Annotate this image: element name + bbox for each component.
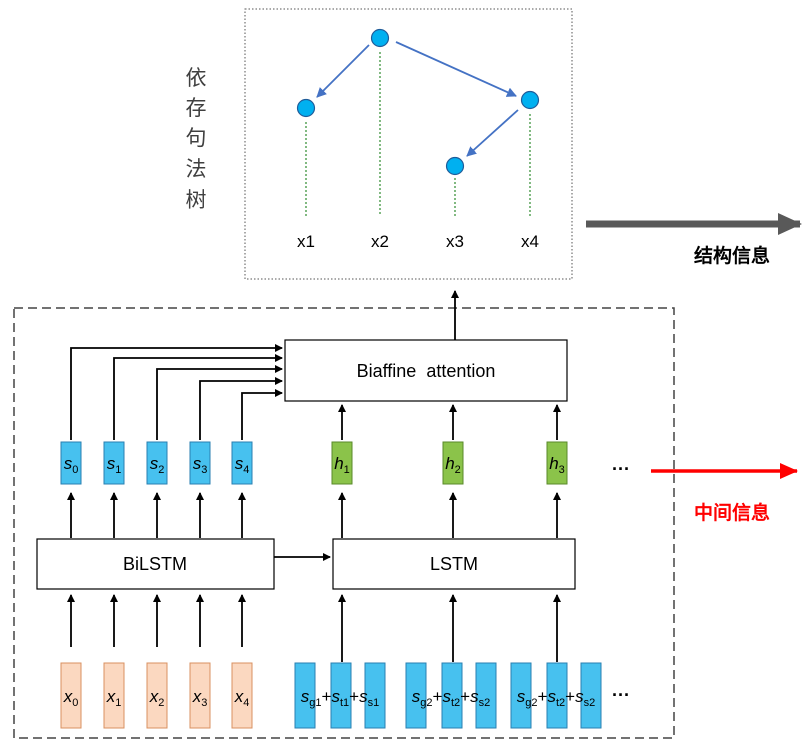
tree-edge-x2-x4 (395, 41, 517, 97)
x-input-label-2: x2 (149, 687, 165, 709)
x-input-label-1: x1 (106, 687, 122, 709)
s-vector-label-3: s3 (193, 454, 208, 476)
s-vector-label-1: s1 (107, 454, 122, 476)
group3-vec-t (546, 662, 568, 729)
h-vectors: h1 h2 h3 (331, 404, 568, 485)
x-input-1 (103, 662, 125, 729)
group2-vec-g (405, 662, 427, 729)
h-vector-label-2: h2 (445, 454, 461, 476)
group1-vec-s (364, 662, 386, 729)
tree-word-x2: x2 (371, 232, 389, 251)
group2-formula: sg2+st2+ss2 (412, 687, 490, 709)
tree-label-char-2: 句 (186, 126, 207, 150)
s-vector-label-2: s2 (150, 454, 165, 476)
tree-word-x1: x1 (297, 232, 315, 251)
x-input-3 (189, 662, 211, 729)
x-input-4 (231, 662, 253, 729)
tree-word-x3: x3 (446, 232, 464, 251)
s0-to-biaffine (70, 344, 283, 440)
group-inputs-3: sg2+st2+ss2 (510, 662, 602, 729)
group1-vec-g (294, 662, 316, 729)
lstm-label: LSTM (430, 554, 478, 574)
group1-vec-t (330, 662, 352, 729)
h-vector-label-3: h3 (549, 454, 565, 476)
input-ellipsis: ··· (612, 685, 630, 705)
h-vector-3 (546, 441, 568, 485)
x-input-0 (60, 662, 82, 729)
group1-formula: sg1+st1+ss1 (301, 687, 379, 709)
biaffine-attention-box (284, 339, 568, 402)
tree-node-x4 (520, 90, 540, 110)
tree-side-label: 依 存 句 法 树 (186, 66, 207, 212)
s-vector-1 (103, 441, 125, 485)
biaffine-attention-label: Biaffine attention (357, 361, 496, 381)
s-vector-label-4: s4 (235, 454, 250, 476)
model-box (13, 307, 675, 739)
x-input-label-0: x0 (63, 687, 79, 709)
tree-edge-x4-x3 (466, 109, 519, 157)
s4-to-biaffine (241, 389, 283, 440)
bilstm-box (36, 538, 275, 590)
s3-to-biaffine (199, 377, 283, 440)
s-vector-2 (146, 441, 168, 485)
s-vector-0 (60, 441, 82, 485)
lstm-box (332, 538, 576, 590)
tree-label-char-1: 存 (186, 96, 207, 120)
s-vector-3 (189, 441, 211, 485)
tree-label-char-4: 树 (186, 188, 207, 212)
group-inputs-1: sg1+st1+ss1 (294, 662, 386, 729)
x-input-label-3: x3 (192, 687, 208, 709)
s2-to-biaffine (156, 365, 283, 440)
tree-edge-x2-x1 (316, 44, 370, 98)
s-vector-4 (231, 441, 253, 485)
tree-node-x1 (296, 98, 316, 118)
bilstm-label: BiLSTM (123, 554, 187, 574)
h-vector-1 (331, 441, 353, 485)
tree-node-x2 (370, 28, 390, 48)
s-vector-label-0: s0 (64, 454, 79, 476)
group2-vec-t (441, 662, 463, 729)
group-inputs-2: sg2+st2+ss2 (405, 662, 497, 729)
tree-panel (244, 8, 573, 280)
structure-info-label: 结构信息 (694, 244, 770, 267)
x-inputs: x0 x1 x2 x3 x4 (60, 662, 253, 729)
s-vectors: s0 s1 s2 s3 s4 (60, 441, 253, 485)
group3-vec-g (510, 662, 532, 729)
h-vector-2 (442, 441, 464, 485)
h-vector-label-1: h1 (334, 454, 350, 476)
x-input-2 (146, 662, 168, 729)
group3-formula: sg2+st2+ss2 (517, 687, 595, 709)
intermediate-info-label: 中间信息 (694, 501, 770, 524)
x-input-label-4: x4 (234, 687, 250, 709)
group3-vec-s (580, 662, 602, 729)
s1-to-biaffine (113, 354, 283, 440)
group2-vec-s (475, 662, 497, 729)
tree-label-char-3: 法 (186, 157, 207, 181)
h-ellipsis: ··· (612, 459, 630, 479)
tree-word-x4: x4 (521, 232, 539, 251)
tree-label-char-0: 依 (186, 66, 207, 90)
tree-node-x3 (445, 156, 465, 176)
